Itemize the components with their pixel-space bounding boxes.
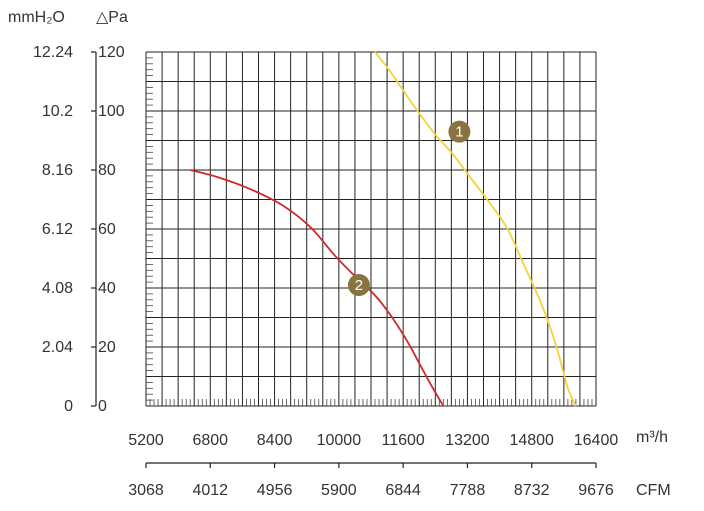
chart-curves: 12 xyxy=(189,51,577,407)
x-tick-label-m3h: 10000 xyxy=(317,432,362,449)
y-tick-label-mmh2o: 12.24 xyxy=(33,44,73,61)
y-tick-label-mmh2o: 8.16 xyxy=(42,162,73,179)
y-tick-label-mmh2o: 2.04 xyxy=(42,339,73,356)
x-tick-label-cfm: 7788 xyxy=(450,482,486,499)
x-tick-label-cfm: 8732 xyxy=(514,482,550,499)
y-tick-label-pa: 60 xyxy=(98,221,116,238)
x-tick-label-m3h: 5200 xyxy=(128,432,164,449)
x-tick-label-m3h: 13200 xyxy=(445,432,490,449)
curve-marker-2 xyxy=(347,274,370,297)
curve-marker-1 xyxy=(448,120,471,143)
y-tick-label-pa: 80 xyxy=(98,162,116,179)
y-tick-label-mmh2o: 4.08 xyxy=(42,280,73,297)
y-tick-label-pa: 120 xyxy=(98,44,125,61)
curve-marker-label-2: 2 xyxy=(355,277,363,294)
y-tick-label-mmh2o: 0 xyxy=(64,398,73,415)
x-tick-label-cfm: 3068 xyxy=(128,482,164,499)
y-tick-label-pa: 20 xyxy=(98,339,116,356)
y-tick-label-mmh2o: 6.12 xyxy=(42,221,73,238)
x-tick-label-cfm: 4956 xyxy=(257,482,293,499)
right-axis-unit: △Pa xyxy=(96,9,128,26)
x-tick-label-m3h: 14800 xyxy=(509,432,554,449)
y-tick-label-mmh2o: 10.2 xyxy=(42,103,73,120)
x-tick-label-m3h: 6800 xyxy=(192,432,228,449)
curve-series-1 xyxy=(374,51,577,407)
x-tick-label-cfm: 5900 xyxy=(321,482,357,499)
curve-marker-label-1: 1 xyxy=(455,124,463,141)
x-tick-label-m3h: 8400 xyxy=(257,432,293,449)
x-tick-label-cfm: 4012 xyxy=(192,482,228,499)
cfm-axis-unit: CFM xyxy=(636,482,671,499)
chart-axes: 0 20 40 60 80 100 120 0 2.04 4.08 6.12 8.16 10.2 12.2… xyxy=(33,44,618,499)
y-tick-label-pa: 0 xyxy=(98,398,107,415)
x-tick-label-m3h: 16400 xyxy=(574,432,619,449)
x-tick-label-m3h: 11600 xyxy=(381,432,424,449)
chart-grid xyxy=(145,51,597,407)
y-tick-label-pa: 100 xyxy=(98,103,125,120)
x-tick-label-cfm: 6844 xyxy=(385,482,421,499)
bottom-axis-unit: m³/h xyxy=(636,429,668,446)
left-axis-unit: mmH₂O xyxy=(8,9,65,26)
y-tick-label-pa: 40 xyxy=(98,280,116,297)
x-tick-label-cfm: 9676 xyxy=(578,482,614,499)
